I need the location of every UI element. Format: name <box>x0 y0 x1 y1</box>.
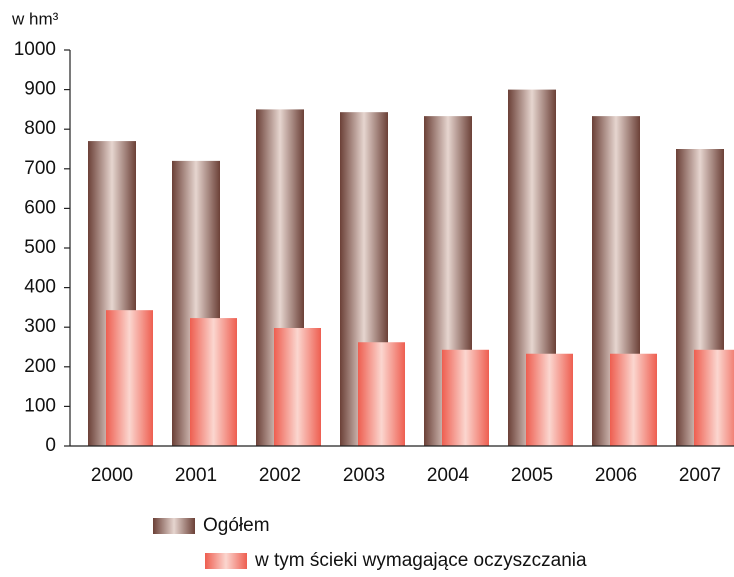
legend-label: w tym ścieki wymagające oczyszczania <box>254 550 587 571</box>
y-axis-label: w hm³ <box>11 9 59 28</box>
x-tick-label: 2003 <box>343 465 385 486</box>
bar <box>610 353 657 446</box>
y-tick-label: 900 <box>24 79 56 100</box>
bar <box>190 318 237 446</box>
y-tick-label: 0 <box>45 435 56 456</box>
x-tick-label: 2004 <box>427 465 470 486</box>
x-tick-label: 2007 <box>679 465 721 486</box>
bar <box>106 310 153 446</box>
legend-swatch <box>153 518 195 534</box>
bar <box>358 342 405 446</box>
y-tick-label: 600 <box>24 197 56 218</box>
legend-label: Ogółem <box>203 515 270 536</box>
legend-swatch <box>205 553 247 569</box>
bar <box>694 349 734 446</box>
y-tick-label: 400 <box>24 277 56 298</box>
x-tick-label: 2002 <box>259 465 301 486</box>
x-tick-label: 2006 <box>595 465 637 486</box>
x-tick-label: 2001 <box>175 465 217 486</box>
y-tick-label: 300 <box>24 316 56 337</box>
y-tick-label: 1000 <box>14 39 56 60</box>
y-tick-label: 100 <box>24 395 56 416</box>
bar <box>442 349 489 446</box>
x-tick-label: 2005 <box>511 465 553 486</box>
bar <box>526 353 573 446</box>
y-tick-label: 500 <box>24 237 56 258</box>
bar <box>274 327 321 446</box>
y-tick-label: 800 <box>24 118 56 139</box>
y-tick-label: 200 <box>24 356 56 377</box>
y-tick-label: 700 <box>24 158 56 179</box>
x-tick-label: 2000 <box>91 465 133 486</box>
